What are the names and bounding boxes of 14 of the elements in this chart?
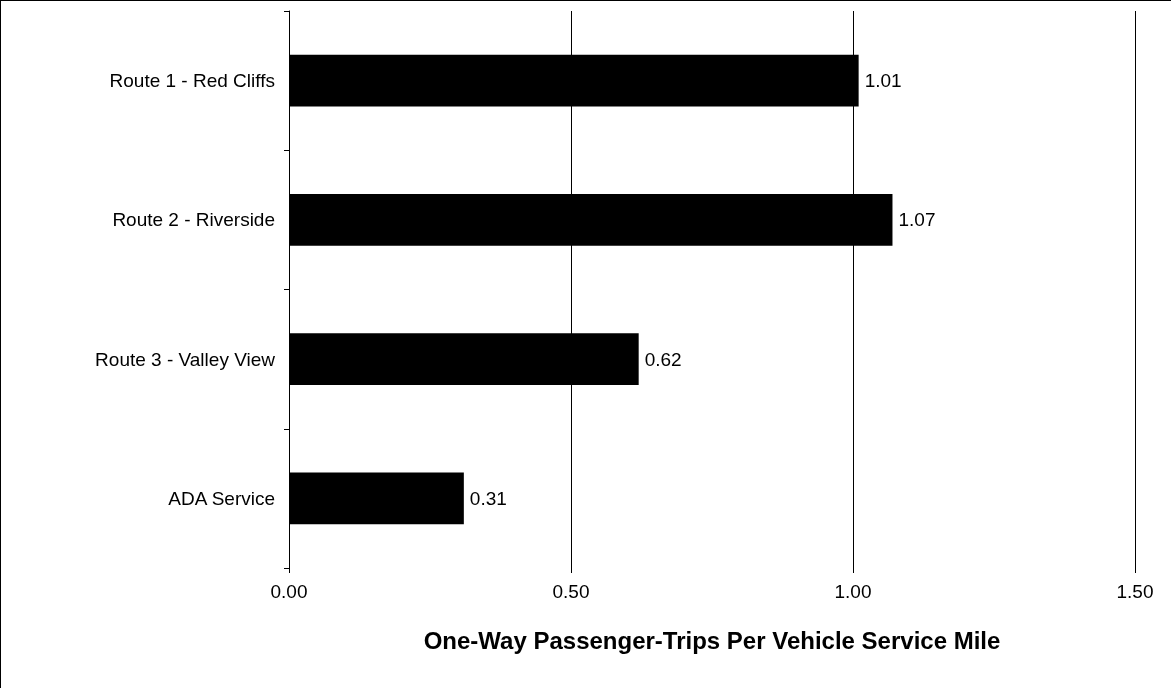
y-tick-label: Route 2 - Riverside <box>112 209 275 231</box>
data-label: 1.01 <box>864 70 902 92</box>
data-label: 0.62 <box>644 348 682 370</box>
y-tick-label: Route 3 - Valley View <box>95 348 276 370</box>
y-tick-label: ADA Service <box>168 487 275 509</box>
bar <box>289 472 464 525</box>
x-axis-title: One-Way Passenger-Trips Per Vehicle Service Mile <box>423 626 1001 654</box>
x-tick-label: 1.50 <box>1116 581 1154 602</box>
y-tick-label: Route 1 - Red Cliffs <box>109 70 275 92</box>
data-label: 0.31 <box>469 487 507 509</box>
data-label: 1.07 <box>898 209 936 231</box>
x-tick-label: 0.50 <box>552 581 590 602</box>
x-tick-label: 1.00 <box>834 581 872 602</box>
x-tick-label: 0.00 <box>270 581 308 602</box>
